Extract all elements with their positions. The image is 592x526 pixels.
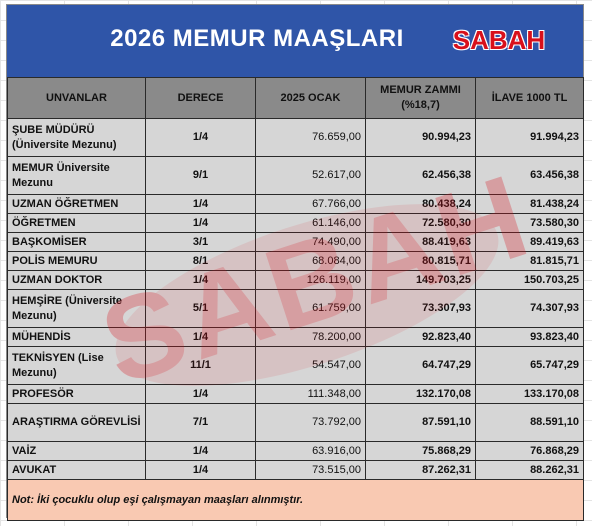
table-row: ÖĞRETMEN 1/4 61.146,00 72.580,30 73.580,30 xyxy=(7,213,584,233)
degree-cell: 3/1 xyxy=(145,232,256,252)
degree-cell: 1/4 xyxy=(145,270,256,290)
note-row: Not: İki çocuklu olup eşi çalışmayan maa… xyxy=(7,479,584,521)
plus-1000-cell: 88.262,31 xyxy=(475,460,584,480)
raise-cell: 80.815,71 xyxy=(365,251,476,271)
table-row: AVUKAT 1/4 73.515,00 87.262,31 88.262,31 xyxy=(7,460,584,480)
plus-1000-cell: 81.438,24 xyxy=(475,194,584,214)
plus-1000-cell: 65.747,29 xyxy=(475,346,584,385)
plus-1000-cell: 81.815,71 xyxy=(475,251,584,271)
title-cell: ARAŞTIRMA GÖREVLİSİ xyxy=(7,403,146,442)
salary-table-graphic: 2026 MEMUR MAAŞLARI SABAH UNVANLAR DEREC… xyxy=(6,4,584,521)
degree-cell: 1/4 xyxy=(145,194,256,214)
table-row: MÜHENDİS 1/4 78.200,00 92.823,40 93.823,40 xyxy=(7,327,584,347)
header-plus-1000: İLAVE 1000 TL xyxy=(475,77,584,119)
degree-cell: 9/1 xyxy=(145,156,256,195)
table-row: MEMUR Üniversite Mezunu 9/1 52.617,00 62.45… xyxy=(7,156,584,195)
jan-2025-cell: 61.759,00 xyxy=(255,289,366,328)
raise-cell: 87.591,10 xyxy=(365,403,476,442)
sabah-logo: SABAH xyxy=(443,23,555,57)
jan-2025-cell: 67.766,00 xyxy=(255,194,366,214)
plus-1000-cell: 89.419,63 xyxy=(475,232,584,252)
table-row: POLİS MEMURU 8/1 68.084,00 80.815,71 81.815,… xyxy=(7,251,584,271)
raise-cell: 62.456,38 xyxy=(365,156,476,195)
title-cell: HEMŞİRE (Üniversite Mezunu) xyxy=(7,289,146,328)
jan-2025-cell: 74.490,00 xyxy=(255,232,366,252)
plus-1000-cell: 93.823,40 xyxy=(475,327,584,347)
plus-1000-cell: 150.703,25 xyxy=(475,270,584,290)
title-cell: PROFESÖR xyxy=(7,384,146,404)
raise-cell: 88.419,63 xyxy=(365,232,476,252)
jan-2025-cell: 73.515,00 xyxy=(255,460,366,480)
header-jan-2025: 2025 OCAK xyxy=(255,77,366,119)
jan-2025-cell: 73.792,00 xyxy=(255,403,366,442)
degree-cell: 1/4 xyxy=(145,327,256,347)
page-title: 2026 MEMUR MAAŞLARI xyxy=(110,25,404,52)
jan-2025-cell: 61.146,00 xyxy=(255,213,366,233)
title-cell: POLİS MEMURU xyxy=(7,251,146,271)
plus-1000-cell: 133.170,08 xyxy=(475,384,584,404)
degree-cell: 1/4 xyxy=(145,118,256,157)
raise-cell: 75.868,29 xyxy=(365,441,476,461)
plus-1000-cell: 91.994,23 xyxy=(475,118,584,157)
footnote: Not: İki çocuklu olup eşi çalışmayan maa… xyxy=(7,479,584,521)
raise-cell: 73.307,93 xyxy=(365,289,476,328)
table-row: VAİZ 1/4 63.916,00 75.868,29 76.868,29 xyxy=(7,441,584,461)
title-cell: VAİZ xyxy=(7,441,146,461)
salary-table: UNVANLAR DERECE 2025 OCAK MEMUR ZAMMI (%… xyxy=(7,77,584,521)
title-cell: ÖĞRETMEN xyxy=(7,213,146,233)
degree-cell: 1/4 xyxy=(145,384,256,404)
title-bar: 2026 MEMUR MAAŞLARI SABAH xyxy=(7,5,583,77)
raise-cell: 80.438,24 xyxy=(365,194,476,214)
degree-cell: 1/4 xyxy=(145,441,256,461)
jan-2025-cell: 63.916,00 xyxy=(255,441,366,461)
table-row: ARAŞTIRMA GÖREVLİSİ 7/1 73.792,00 87.591,10… xyxy=(7,403,584,442)
table-header-row: UNVANLAR DERECE 2025 OCAK MEMUR ZAMMI (%… xyxy=(7,77,584,119)
table-row: BAŞKOMİSER 3/1 74.490,00 88.419,63 89.419,63 xyxy=(7,232,584,252)
title-cell: MEMUR Üniversite Mezunu xyxy=(7,156,146,195)
header-degree: DERECE xyxy=(145,77,256,119)
raise-cell: 87.262,31 xyxy=(365,460,476,480)
degree-cell: 1/4 xyxy=(145,213,256,233)
table-row: UZMAN DOKTOR 1/4 126.119,00 149.703,25 150.7… xyxy=(7,270,584,290)
raise-cell: 92.823,40 xyxy=(365,327,476,347)
degree-cell: 7/1 xyxy=(145,403,256,442)
degree-cell: 1/4 xyxy=(145,460,256,480)
title-cell: UZMAN DOKTOR xyxy=(7,270,146,290)
jan-2025-cell: 68.084,00 xyxy=(255,251,366,271)
table-row: PROFESÖR 1/4 111.348,00 132.170,08 133.170,0… xyxy=(7,384,584,404)
raise-cell: 149.703,25 xyxy=(365,270,476,290)
degree-cell: 11/1 xyxy=(145,346,256,385)
sabah-logo-text: SABAH xyxy=(452,25,546,55)
header-titles: UNVANLAR xyxy=(7,77,146,119)
plus-1000-cell: 88.591,10 xyxy=(475,403,584,442)
title-cell: BAŞKOMİSER xyxy=(7,232,146,252)
header-raise: MEMUR ZAMMI (%18,7) xyxy=(365,77,476,119)
raise-cell: 72.580,30 xyxy=(365,213,476,233)
degree-cell: 8/1 xyxy=(145,251,256,271)
plus-1000-cell: 73.580,30 xyxy=(475,213,584,233)
jan-2025-cell: 54.547,00 xyxy=(255,346,366,385)
raise-cell: 64.747,29 xyxy=(365,346,476,385)
jan-2025-cell: 126.119,00 xyxy=(255,270,366,290)
jan-2025-cell: 78.200,00 xyxy=(255,327,366,347)
jan-2025-cell: 52.617,00 xyxy=(255,156,366,195)
raise-cell: 90.994,23 xyxy=(365,118,476,157)
plus-1000-cell: 74.307,93 xyxy=(475,289,584,328)
plus-1000-cell: 63.456,38 xyxy=(475,156,584,195)
raise-cell: 132.170,08 xyxy=(365,384,476,404)
title-cell: TEKNİSYEN (Lise Mezunu) xyxy=(7,346,146,385)
plus-1000-cell: 76.868,29 xyxy=(475,441,584,461)
jan-2025-cell: 111.348,00 xyxy=(255,384,366,404)
title-cell: UZMAN ÖĞRETMEN xyxy=(7,194,146,214)
table-row: TEKNİSYEN (Lise Mezunu) 11/1 54.547,00 64.7… xyxy=(7,346,584,385)
jan-2025-cell: 76.659,00 xyxy=(255,118,366,157)
title-cell: ŞUBE MÜDÜRÜ (Üniversite Mezunu) xyxy=(7,118,146,157)
title-cell: AVUKAT xyxy=(7,460,146,480)
table-row: ŞUBE MÜDÜRÜ (Üniversite Mezunu) 1/4 76.659… xyxy=(7,118,584,157)
degree-cell: 5/1 xyxy=(145,289,256,328)
table-row: UZMAN ÖĞRETMEN 1/4 67.766,00 80.438,24 81.43… xyxy=(7,194,584,214)
title-cell: MÜHENDİS xyxy=(7,327,146,347)
table-row: HEMŞİRE (Üniversite Mezunu) 5/1 61.759,00 7… xyxy=(7,289,584,328)
